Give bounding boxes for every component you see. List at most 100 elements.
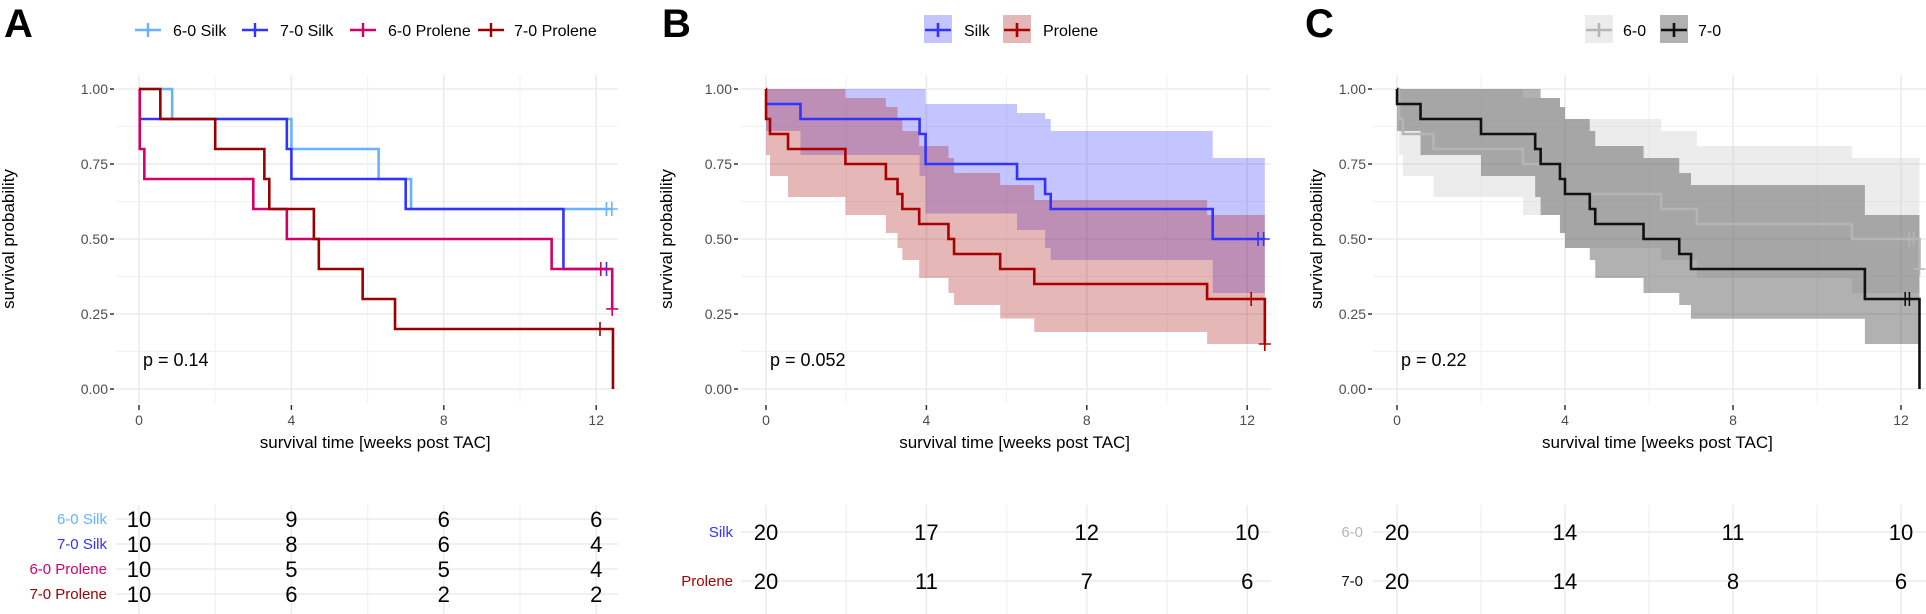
risk-count: 8: [1727, 569, 1739, 594]
risk-count: 7: [1081, 569, 1093, 594]
legend-key-line: [350, 23, 376, 37]
risk-count: 5: [438, 557, 450, 582]
x-tick-label: 12: [1239, 412, 1255, 428]
risk-count: 10: [1889, 520, 1913, 545]
panel-a: A 0.00 0.25 0.50 0.75 1.00 0 4 8 12 survival proba…: [0, 2, 619, 614]
censor-mark-prolene: [1258, 337, 1271, 351]
risk-count: 11: [1722, 520, 1745, 545]
legend-item: 7-0 Silk: [242, 23, 334, 40]
x-tick-label: 0: [1393, 412, 1401, 428]
survival-curve-prolene: [764, 87, 1267, 344]
censor-mark-7-0-prolene: [594, 322, 607, 336]
x-axis-title: survival time [weeks post TAC]: [899, 433, 1130, 452]
risk-table: Silk 20 17 12 10 Prolene 20 11 7 6: [681, 505, 1271, 614]
survival-curve-7-0: [1395, 87, 1921, 389]
risk-count: 9: [285, 507, 297, 532]
y-axis-title: survival probability: [1307, 169, 1326, 309]
risk-count: 2: [590, 582, 602, 607]
risk-table: 6-0 20 14 11 10 7-0 20 14 8 6: [1341, 505, 1926, 614]
x-tick-label: 4: [923, 412, 931, 428]
y-tick-label: 0.50: [1339, 231, 1366, 247]
censor-mark-6-0-prolene: [594, 262, 607, 276]
p-value: p = 0.052: [770, 350, 846, 370]
risk-count: 10: [127, 582, 151, 607]
risk-row-label: 6-0 Silk: [57, 511, 108, 528]
risk-row-label: 7-0: [1341, 573, 1363, 590]
legend-label: 6-0 Prolene: [388, 23, 471, 40]
legend-item: 6-0 Silk: [135, 23, 227, 40]
risk-count: 20: [754, 569, 778, 594]
x-tick-label: 4: [1561, 412, 1569, 428]
y-tick-label: 0.00: [705, 381, 732, 397]
risk-count: 6: [590, 507, 602, 532]
legend-item: 7-0 Prolene: [478, 23, 597, 40]
risk-count: 4: [590, 557, 602, 582]
legend-key-line: [925, 23, 951, 37]
legend-key-line: [478, 23, 504, 37]
risk-row-label: 6-0 Prolene: [29, 561, 107, 578]
risk-count: 20: [754, 520, 778, 545]
panel-letter: A: [4, 2, 33, 46]
x-tick-label: 0: [762, 412, 770, 428]
legend-item: 7-0: [1660, 15, 1721, 43]
y-axis-title: survival probability: [657, 169, 676, 309]
risk-count: 10: [127, 532, 151, 557]
risk-row-label: 7-0 Silk: [57, 536, 108, 553]
y-tick-label: 0.25: [705, 306, 732, 322]
risk-count: 8: [285, 532, 297, 557]
plot-grid: [741, 75, 1271, 403]
risk-table: 6-0 Silk 10 9 6 67-0 Silk 10 8 6 46-0 Prolene 10 5…: [29, 505, 618, 614]
survival-curve-7-0-silk: [139, 117, 607, 271]
y-tick-label: 0.50: [705, 231, 732, 247]
y-tick-label: 0.75: [81, 156, 108, 172]
censor-mark-6-0-prolene: [606, 301, 619, 316]
legend-item: Silk: [924, 15, 991, 43]
censor-mark-7-0: [1903, 292, 1916, 306]
panel-letter: B: [662, 2, 691, 46]
censor-mark-silk: [1257, 232, 1270, 246]
survival-curve-silk: [766, 102, 1265, 241]
panel-b: B 0.00 0.25 0.50 0.75 1.00 0 4 8 12 survival proba…: [657, 2, 1271, 614]
p-value: p = 0.14: [143, 350, 209, 370]
x-tick-label: 4: [288, 412, 296, 428]
survival-curve-6-0-prolene: [138, 87, 614, 309]
x-axis-title: survival time [weeks post TAC]: [1542, 433, 1773, 452]
y-tick-label: 0.25: [1339, 306, 1366, 322]
y-tick-label: 1.00: [81, 81, 108, 97]
y-axis-title: survival probability: [0, 169, 18, 309]
panel-c: C 0.00 0.25 0.50 0.75 1.00 0 4 8 12 survival proba…: [1305, 2, 1926, 614]
risk-count: 6: [438, 532, 450, 557]
risk-count: 6: [285, 582, 297, 607]
risk-count: 6: [438, 507, 450, 532]
legend-key-line: [1586, 23, 1612, 37]
legend-label: 7-0: [1698, 23, 1721, 40]
risk-count: 10: [1235, 520, 1259, 545]
x-tick-label: 8: [1083, 412, 1091, 428]
plot-grid: [1373, 75, 1926, 403]
legend-label: 6-0 Silk: [173, 23, 227, 40]
censor-mark-prolene: [1245, 292, 1258, 306]
risk-row-label: Silk: [709, 524, 734, 541]
confidence-band-prolene: [766, 89, 1265, 344]
p-value: p = 0.22: [1401, 350, 1467, 370]
censor-mark-6-0: [1907, 232, 1920, 246]
legend-label: 6-0: [1623, 23, 1646, 40]
legend-item: 6-0: [1585, 15, 1646, 43]
risk-row-label: 6-0: [1341, 524, 1363, 541]
legend-key-line: [242, 23, 268, 37]
legend-label: Prolene: [1043, 23, 1098, 40]
legend-label: 7-0 Silk: [280, 23, 334, 40]
risk-count: 20: [1385, 520, 1409, 545]
risk-count: 4: [590, 532, 602, 557]
y-tick-label: 0.75: [1339, 156, 1366, 172]
risk-count: 6: [1241, 569, 1253, 594]
risk-count: 11: [915, 569, 938, 594]
y-tick-label: 1.00: [705, 81, 732, 97]
y-tick-label: 0.00: [81, 381, 108, 397]
legend-label: Silk: [964, 23, 991, 40]
y-tick-label: 1.00: [1339, 81, 1366, 97]
legend-label: 7-0 Prolene: [514, 23, 597, 40]
x-axis-title: survival time [weeks post TAC]: [260, 433, 491, 452]
x-tick-label: 8: [440, 412, 448, 428]
